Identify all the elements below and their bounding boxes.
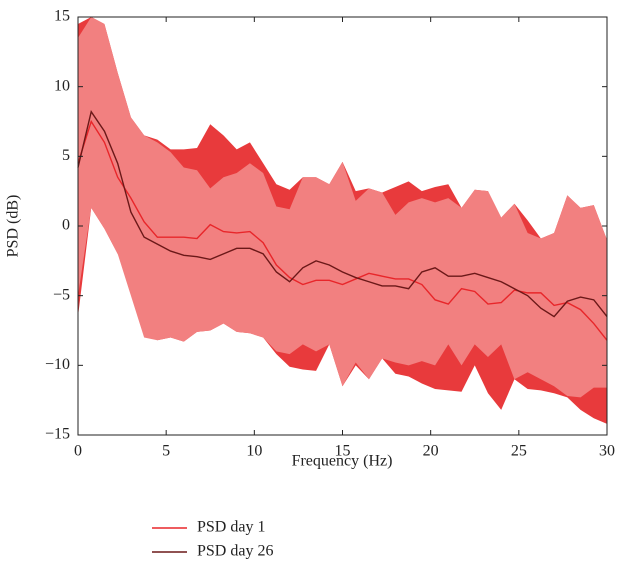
y-axis-label: PSD (dB): [5, 195, 22, 258]
y-tick-label: 0: [62, 217, 70, 234]
y-tick-label: −5: [53, 286, 70, 303]
y-tick-label: 15: [54, 8, 70, 25]
x-tick-label: 30: [599, 443, 615, 460]
x-tick-label: 15: [335, 443, 351, 460]
x-tick-label: 0: [74, 443, 82, 460]
x-axis-label: Frequency (Hz): [292, 453, 393, 470]
band: [78, 17, 607, 398]
x-tick-label: 20: [423, 443, 439, 460]
y-tick-label: −10: [45, 356, 70, 373]
x-tick-label: 5: [162, 443, 170, 460]
y-tick-label: 5: [62, 147, 70, 164]
legend-label: PSD day 26: [197, 543, 273, 560]
x-tick-label: 10: [246, 443, 262, 460]
series-line: [77, 110, 608, 318]
y-tick-label: −15: [45, 426, 70, 443]
legend-label: PSD day 1: [197, 519, 265, 536]
y-tick-label: 10: [54, 77, 70, 94]
x-tick-label: 25: [511, 443, 527, 460]
